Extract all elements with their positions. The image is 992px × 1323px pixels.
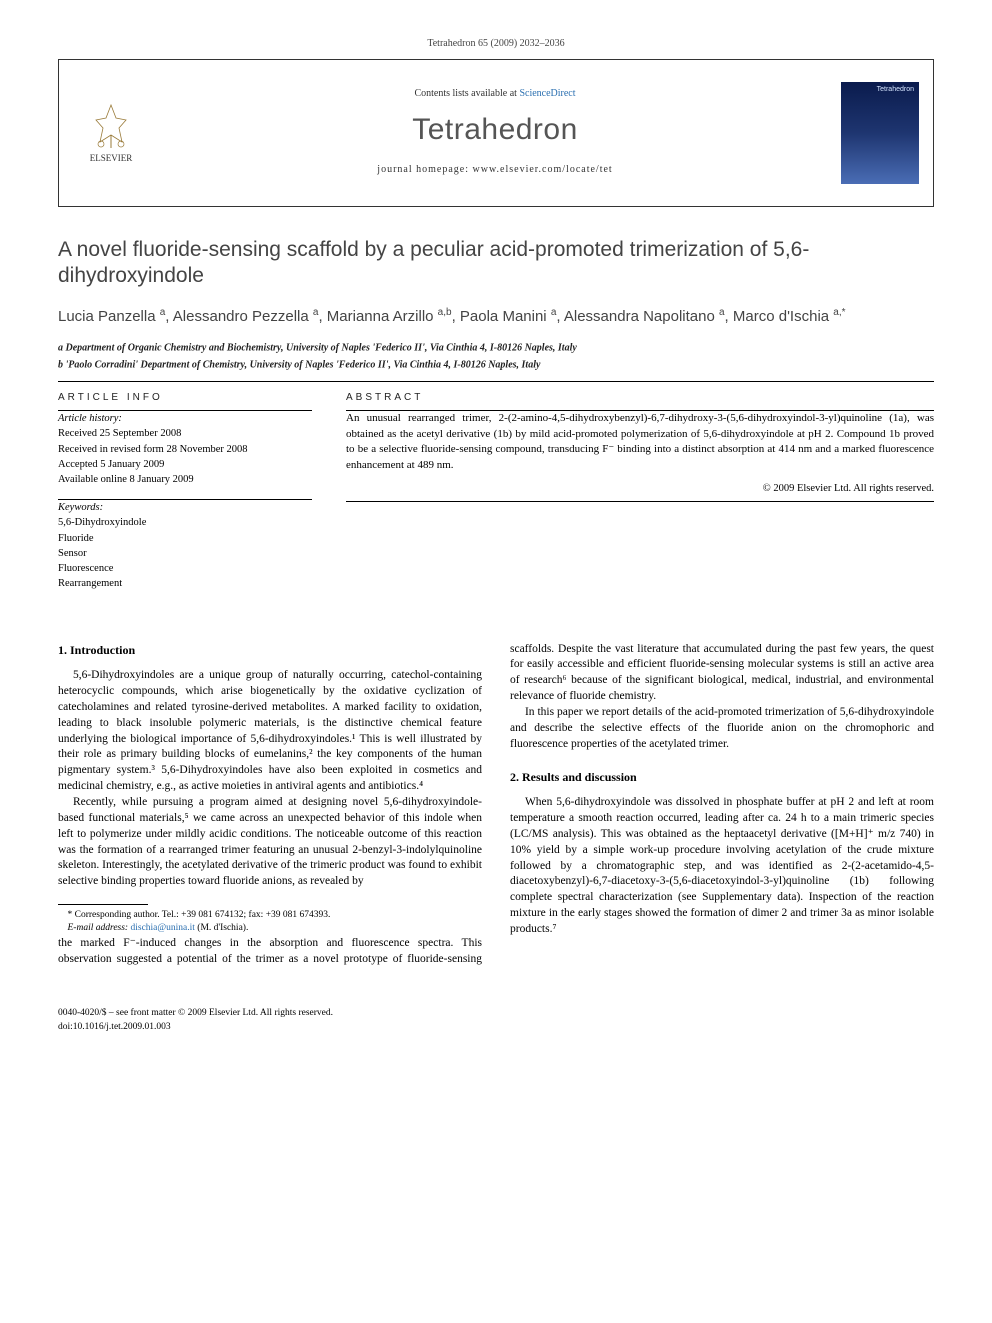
article-info-heading: ARTICLE INFO [58, 392, 312, 405]
affiliation-a: a Department of Organic Chemistry and Bi… [58, 338, 934, 355]
footnote-separator [58, 904, 148, 905]
publisher-logo: ELSEVIER [73, 100, 149, 164]
page-footer: 0040-4020/$ – see front matter © 2009 El… [58, 1007, 934, 1034]
journal-name: Tetrahedron [149, 111, 841, 149]
affiliation-b: b 'Paolo Corradini' Department of Chemis… [58, 355, 934, 372]
journal-homepage: journal homepage: www.elsevier.com/locat… [149, 164, 841, 177]
journal-header: ELSEVIER Contents lists available at Sci… [58, 59, 934, 207]
journal-cover-thumb: Tetrahedron [841, 82, 919, 184]
intro-paragraph-1: 5,6-Dihydroxyindoles are a unique group … [58, 668, 482, 795]
article-history: Article history: Received 25 September 2… [58, 411, 312, 487]
elsevier-tree-icon [86, 100, 136, 150]
abstract-column: ABSTRACT An unusual rearranged trimer, 2… [346, 392, 934, 604]
intro-paragraph-2: Recently, while pursuing a program aimed… [58, 795, 482, 890]
sciencedirect-link[interactable]: ScienceDirect [519, 88, 575, 99]
results-paragraph-1: When 5,6-dihydroxyindole was dissolved i… [510, 795, 934, 938]
article-info-column: ARTICLE INFO Article history: Received 2… [58, 392, 312, 604]
article-title: A novel fluoride-sensing scaffold by a p… [58, 237, 934, 291]
abstract-copyright: © 2009 Elsevier Ltd. All rights reserved… [346, 482, 934, 495]
footer-copyright: 0040-4020/$ – see front matter © 2009 El… [58, 1007, 934, 1020]
keywords: Keywords: 5,6-Dihydroxyindole Fluoride S… [58, 500, 312, 591]
abstract-heading: ABSTRACT [346, 392, 934, 405]
homepage-url[interactable]: www.elsevier.com/locate/tet [473, 164, 613, 175]
citation-line: Tetrahedron 65 (2009) 2032–2036 [58, 38, 934, 51]
footer-doi: doi:10.1016/j.tet.2009.01.003 [58, 1021, 934, 1034]
article-body: 1. Introduction 5,6-Dihydroxyindoles are… [58, 642, 934, 968]
corresponding-author-footnote: * Corresponding author. Tel.: +39 081 67… [58, 909, 482, 936]
section-heading-results: 2. Results and discussion [510, 769, 934, 786]
affiliations: a Department of Organic Chemistry and Bi… [58, 338, 934, 373]
divider [58, 381, 934, 382]
section-heading-intro: 1. Introduction [58, 642, 482, 659]
col2-paragraph-2: In this paper we report details of the a… [510, 705, 934, 753]
author-list: Lucia Panzella a, Alessandro Pezzella a,… [58, 306, 934, 328]
abstract-text: An unusual rearranged trimer, 2-(2-amino… [346, 411, 934, 473]
contents-available: Contents lists available at ScienceDirec… [149, 88, 841, 101]
publisher-name: ELSEVIER [90, 153, 133, 163]
email-link[interactable]: dischia@unina.it [130, 923, 194, 933]
